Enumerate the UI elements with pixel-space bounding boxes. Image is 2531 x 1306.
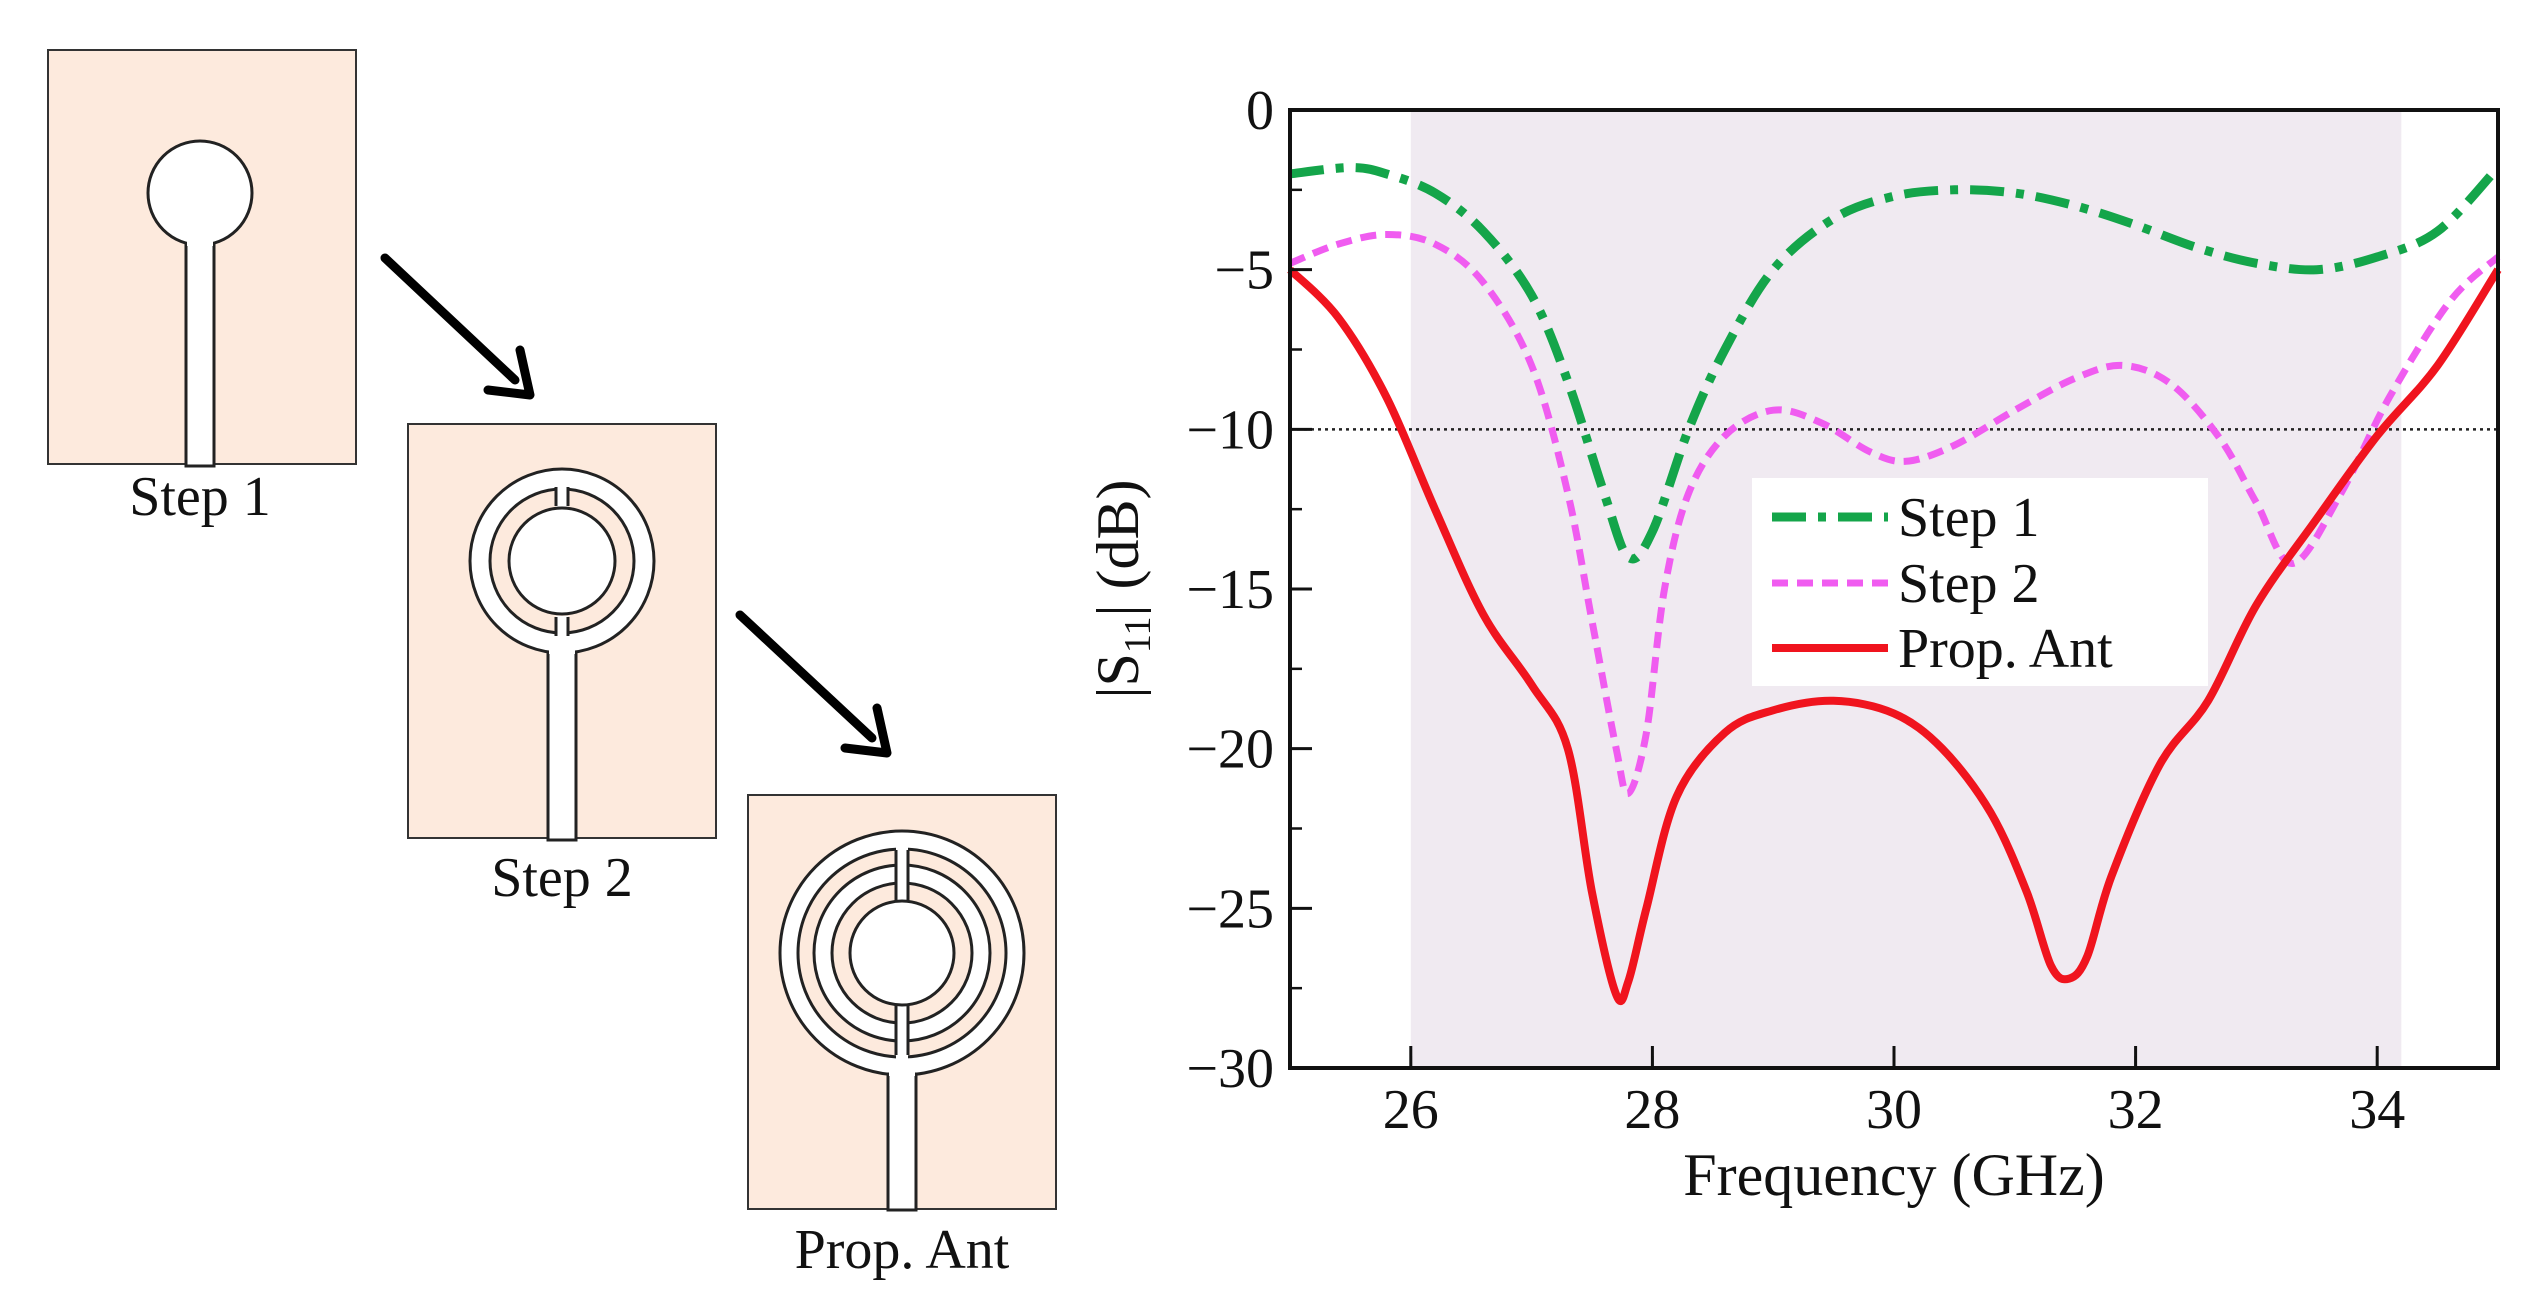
plot-lines [1287,163,2502,1005]
y-tick-label: −5 [1214,240,1274,302]
legend-label-step2: Step 2 [1898,553,2040,615]
series-step1-line [1289,163,2502,564]
x-axis-label: Frequency (GHz) [1683,1142,2105,1208]
x-tick-label: 34 [2349,1079,2405,1141]
y-tick-label: −10 [1186,399,1274,461]
x-tick-label: 28 [1624,1079,1680,1141]
y-tick-label: −20 [1186,719,1274,781]
x-tick-label: 30 [1866,1079,1922,1141]
arrow-step2-to-prop [735,610,892,758]
step1-patch [146,139,254,247]
y-axis-label-sub: 11 [1117,617,1159,654]
series-prop-ant-line [1287,266,2502,1005]
series-step2-line [1288,231,2501,797]
y-tick-label: −30 [1186,1038,1274,1100]
legend-label-prop: Prop. Ant [1898,618,2113,680]
arrow-step1-to-step2 [380,253,535,400]
axis-ticks: 26 28 30 32 34 0 −5 −10 −15 −20 −25 −30 [1186,80,2405,1141]
step1-feedline [184,242,216,468]
antenna-evolution: Step 1 Step 2 [47,49,1057,1281]
s11-chart: 26 28 30 32 34 0 −5 −10 −15 −20 −25 −30 Frequency (… [1085,80,2502,1208]
prop-antenna [778,829,1026,1212]
y-axis-label-end: | (dB) [1085,480,1151,617]
legend-label-step1: Step 1 [1898,487,2040,549]
y-axis-label-main: |S [1085,653,1151,698]
y-tick-label: 0 [1246,80,1274,142]
prop-label: Prop. Ant [795,1219,1010,1281]
step2-antenna [468,467,656,842]
y-tick-label: −15 [1186,559,1274,621]
x-tick-label: 32 [2108,1079,2164,1141]
step1-label: Step 1 [129,466,271,528]
y-tick-label: −25 [1186,878,1274,940]
y-axis-label: |S11| (dB) [1085,480,1159,699]
x-tick-label: 26 [1383,1079,1439,1141]
step2-label: Step 2 [491,847,633,909]
legend: Step 1 Step 2 Prop. Ant [1752,478,2208,686]
